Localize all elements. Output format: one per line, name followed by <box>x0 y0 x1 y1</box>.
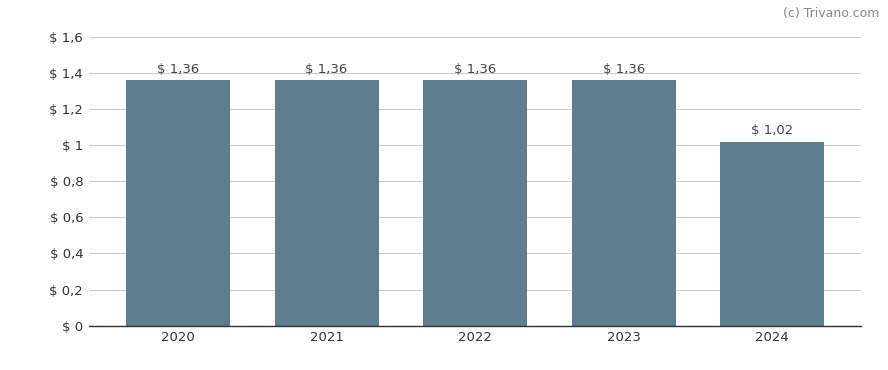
Text: (c) Trivano.com: (c) Trivano.com <box>782 7 879 20</box>
Text: $ 1,02: $ 1,02 <box>751 124 793 137</box>
Bar <box>126 80 230 326</box>
Bar <box>423 80 527 326</box>
Text: $ 1,36: $ 1,36 <box>454 63 496 76</box>
Bar <box>572 80 676 326</box>
Bar <box>274 80 378 326</box>
Text: $ 1,36: $ 1,36 <box>603 63 645 76</box>
Text: $ 1,36: $ 1,36 <box>305 63 347 76</box>
Bar <box>720 142 824 326</box>
Text: $ 1,36: $ 1,36 <box>157 63 199 76</box>
